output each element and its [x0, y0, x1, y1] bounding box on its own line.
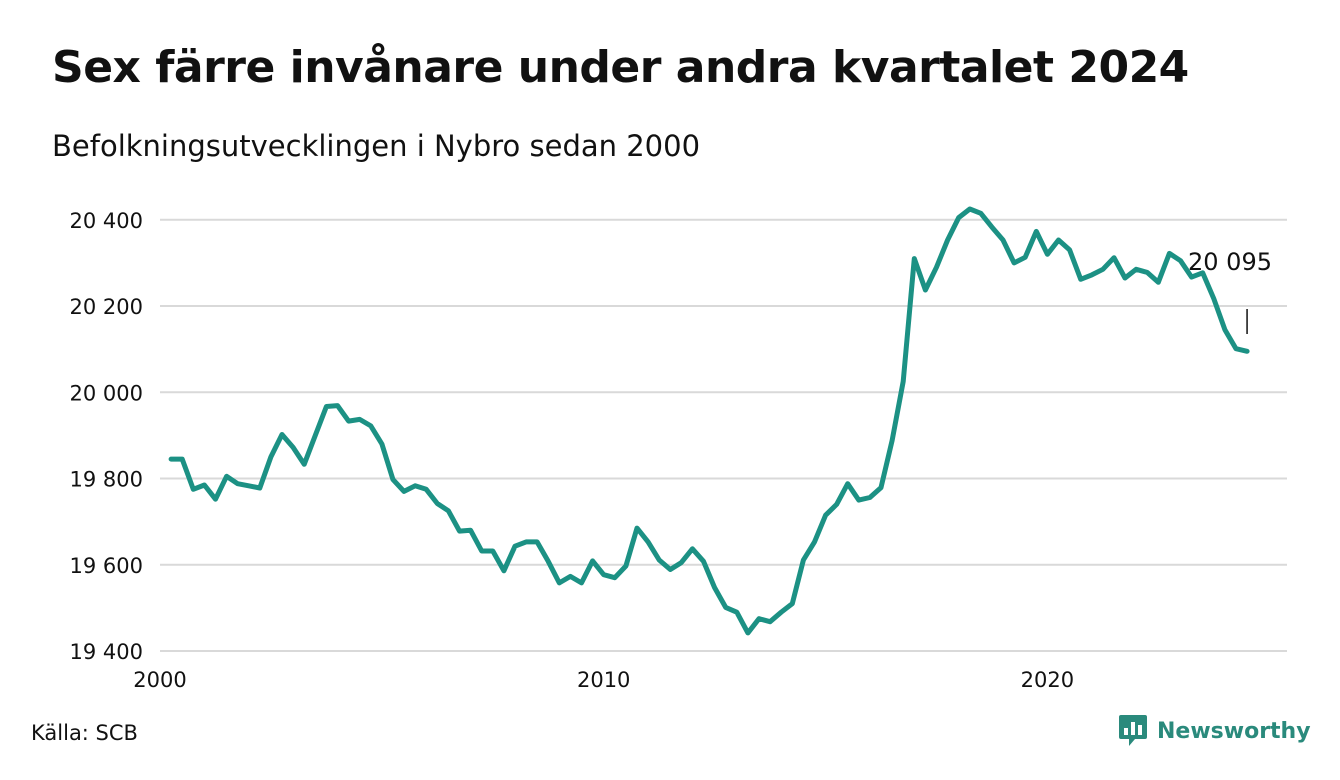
y-tick-label: 20 400: [70, 209, 143, 233]
y-tick-label: 20 000: [70, 381, 143, 405]
source-note: Källa: SCB: [31, 721, 138, 745]
x-tick-label: 2010: [577, 668, 630, 692]
chart-bubble-icon: [1119, 715, 1147, 746]
series-line: [168, 206, 1250, 636]
end-annotation: 20 095: [1188, 248, 1272, 334]
chart-title: Sex färre invånare under andra kvartalet…: [52, 42, 1189, 93]
y-tick-label: 20 200: [70, 295, 143, 319]
x-axis-ticks: 2000 2010 2020: [133, 668, 1074, 692]
y-tick-label: 19 400: [70, 640, 143, 664]
brand-name: Newsworthy: [1157, 718, 1311, 744]
series-layer: [168, 206, 1250, 636]
x-tick-label: 2020: [1021, 668, 1074, 692]
newsworthy-logo: Newsworthy: [1118, 714, 1311, 748]
y-tick-label: 19 800: [70, 468, 143, 492]
y-axis-ticks: 19 400 19 600 19 800 20 000 20 200 20 400: [70, 209, 143, 664]
gridlines: [160, 218, 1287, 652]
y-tick-label: 19 600: [70, 554, 143, 578]
chart-subtitle: Befolkningsutvecklingen i Nybro sedan 20…: [52, 129, 701, 163]
end-value-label: 20 095: [1188, 248, 1272, 276]
x-tick-label: 2000: [133, 668, 186, 692]
